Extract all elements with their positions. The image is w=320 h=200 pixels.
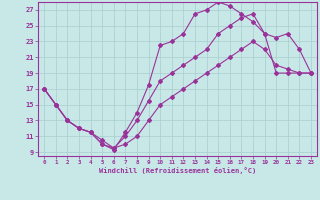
X-axis label: Windchill (Refroidissement éolien,°C): Windchill (Refroidissement éolien,°C) [99,167,256,174]
